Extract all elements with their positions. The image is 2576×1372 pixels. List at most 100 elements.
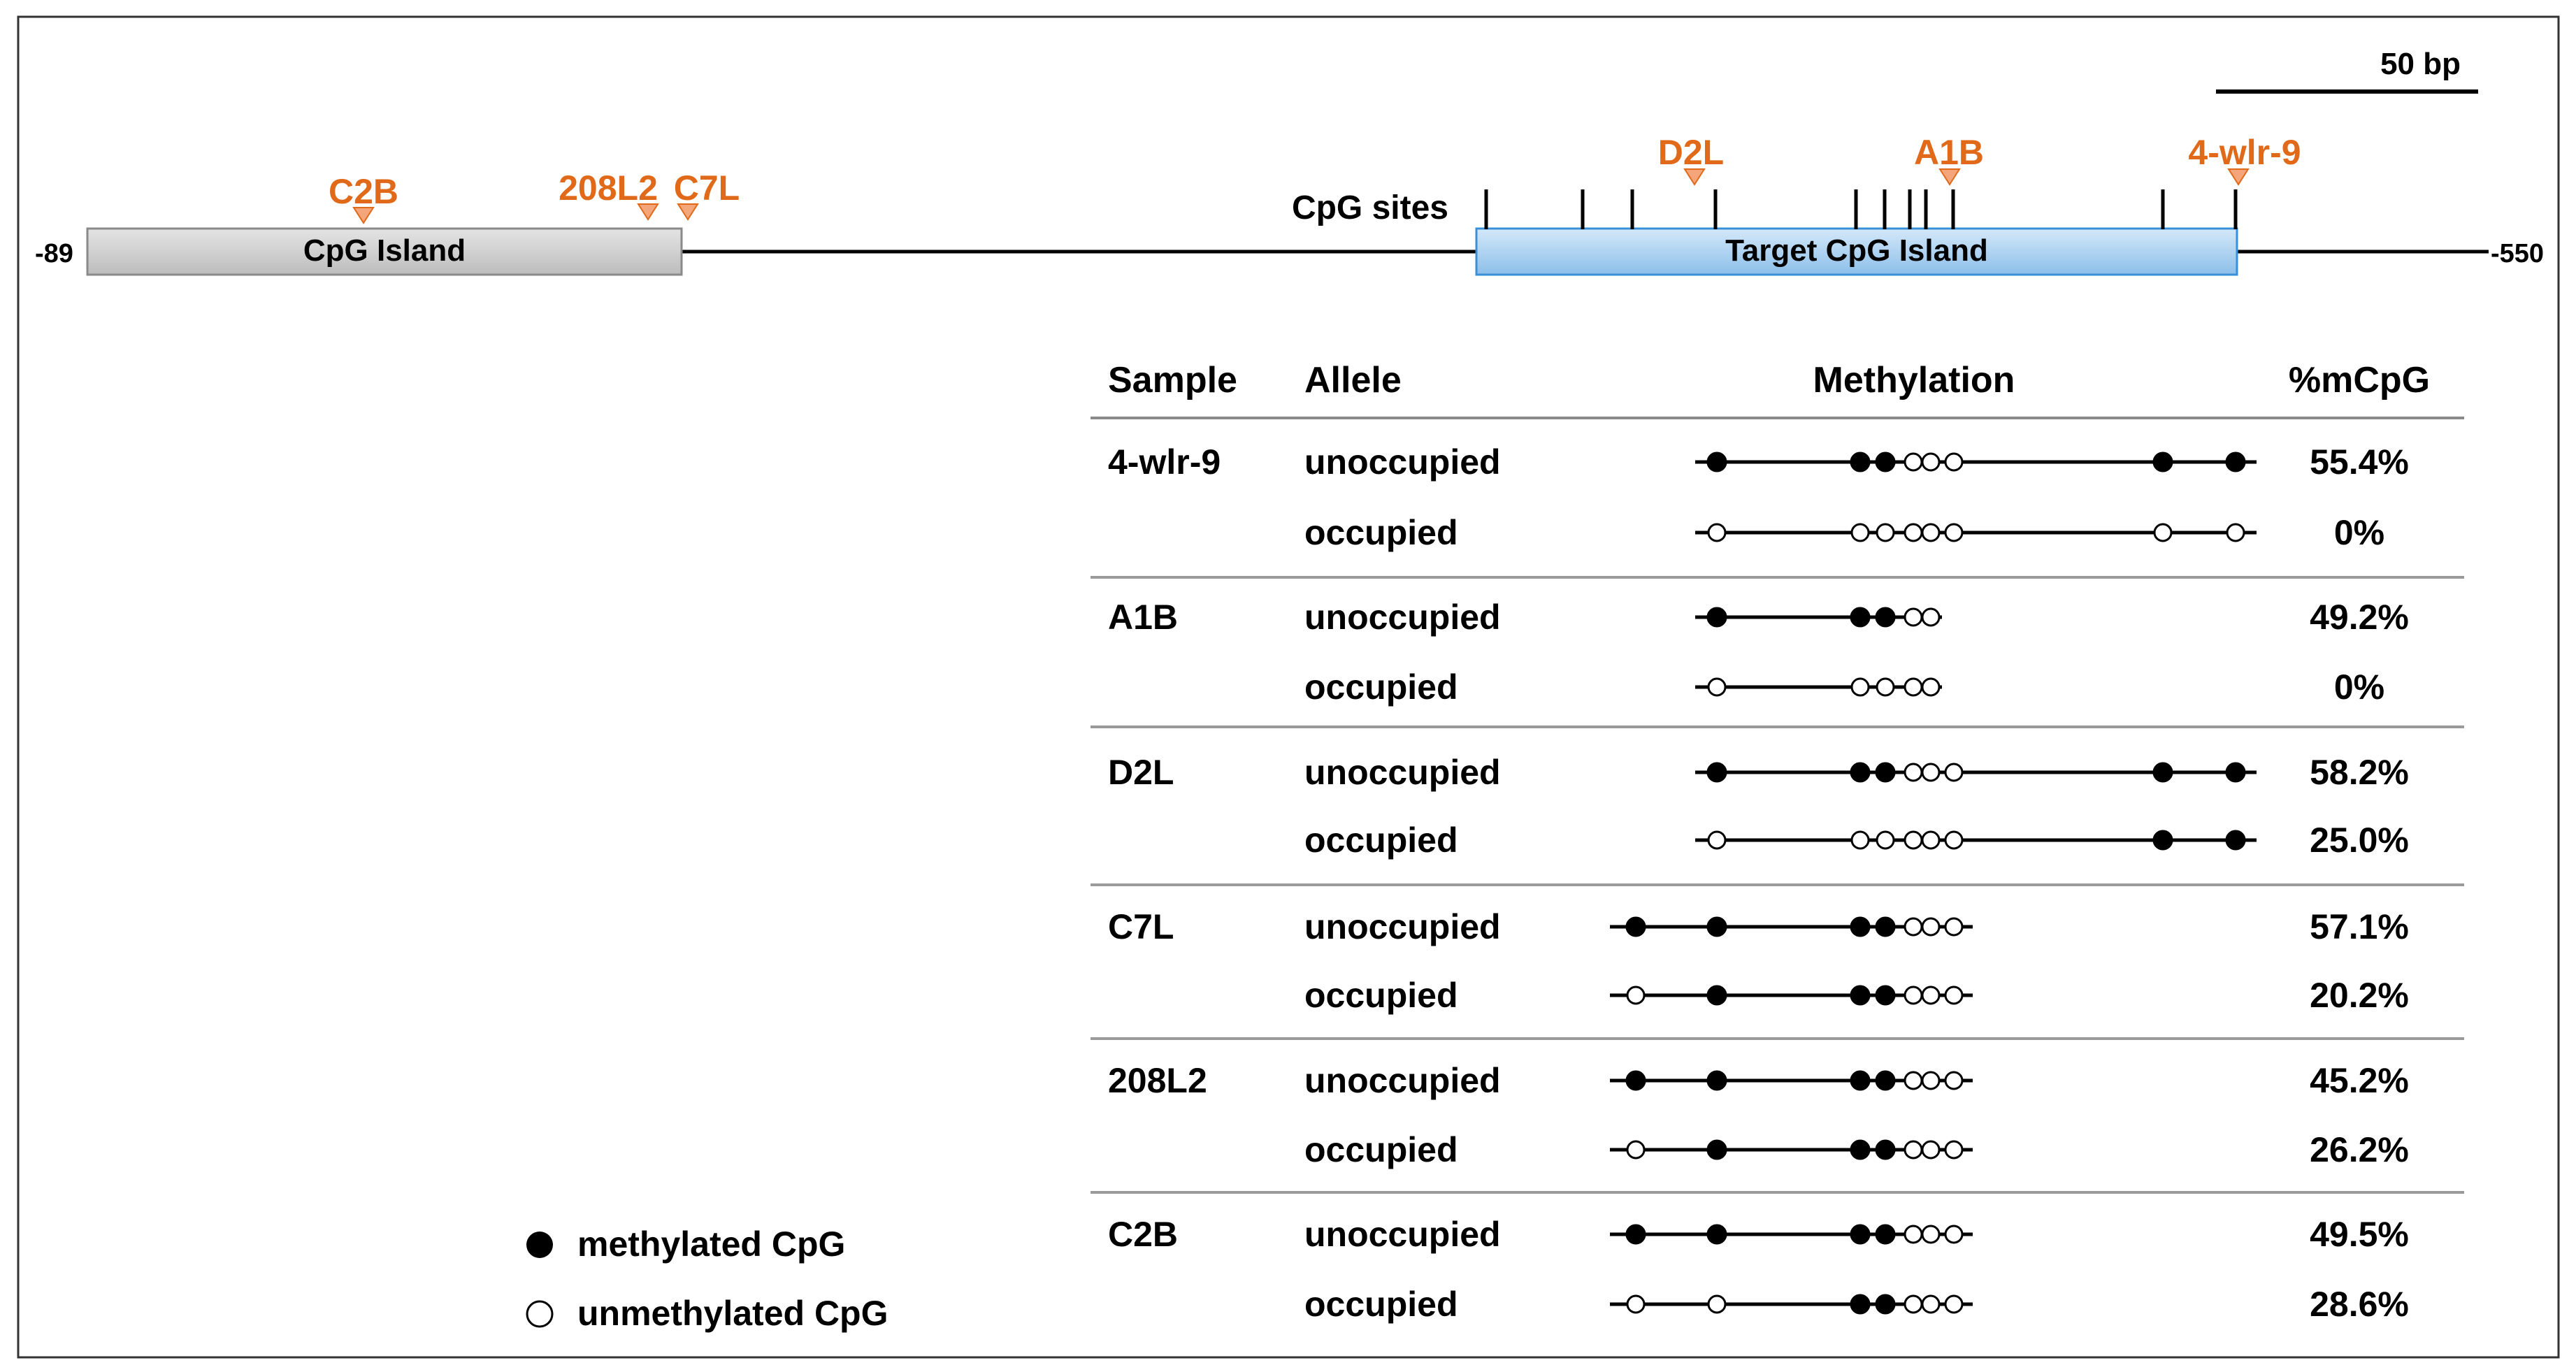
unmethylated-cpg-dot (1876, 677, 1895, 697)
sample-group: 4-wlr-9 unoccupied 55.4% occupied 0% (1108, 442, 2409, 552)
marker-c7l: C7L (674, 168, 740, 221)
allele-label: occupied (1304, 667, 1458, 707)
allele-label: unoccupied (1304, 753, 1501, 792)
mcpg-percent: 58.2% (2310, 753, 2409, 792)
unmethylated-cpg-dot (1707, 677, 1727, 697)
unmethylated-cpg-dot (1904, 763, 1923, 782)
unmethylated-cpg-dot (1944, 917, 1964, 937)
figure-border (17, 15, 2560, 1359)
table-header: Sample Allele Methylation %mCpG (1108, 360, 2430, 400)
mcpg-percent: 26.2% (2310, 1130, 2409, 1169)
methylated-cpg-dot (1875, 916, 1896, 937)
unmethylated-cpg-dot (2226, 523, 2245, 542)
unmethylated-cpg-dot (1944, 1294, 1964, 1314)
mcpg-percent: 45.2% (2310, 1061, 2409, 1100)
methylated-cpg-dot (1706, 452, 1727, 472)
allele-label: occupied (1304, 513, 1458, 552)
methylated-cpg-dot (1875, 607, 1896, 628)
methylated-cpg-dot (1875, 1294, 1896, 1315)
marker-triangle-icon (677, 203, 699, 221)
methylated-cpg-dot (1706, 1139, 1727, 1160)
mcpg-percent: 0% (2334, 667, 2384, 707)
unmethylated-cpg-dot (1921, 830, 1941, 850)
allele-label: unoccupied (1304, 442, 1501, 482)
allele-row: occupied 0% (1304, 513, 2384, 552)
unmethylated-cpg-dot (1921, 985, 1941, 1005)
allele-label: occupied (1304, 821, 1458, 860)
methylated-cpg-dot (1625, 1070, 1646, 1091)
sample-group: D2L unoccupied 58.2% occupied 25.0% (1108, 753, 2409, 860)
methylated-cpg-dot (1850, 1294, 1871, 1315)
methylated-cpg-dot (1706, 607, 1727, 628)
methylated-cpg-dot (1850, 762, 1871, 783)
sample-label: A1B (1108, 598, 1178, 637)
unmethylated-cpg-dot (1904, 677, 1923, 697)
unmethylated-cpg-dot (1921, 1294, 1941, 1314)
unmethylated-cpg-dot (1850, 523, 1870, 542)
allele-row: unoccupied 55.4% (1304, 442, 2409, 482)
mcpg-percent: 25.0% (2310, 821, 2409, 860)
marker-label: C7L (674, 168, 740, 208)
methylated-cpg-dot (1875, 452, 1896, 472)
sample-label: 208L2 (1108, 1061, 1207, 1100)
methylated-cpg-dot (2225, 830, 2246, 851)
methylated-cpg-dot (1850, 916, 1871, 937)
unmethylated-cpg-dot (1944, 1140, 1964, 1160)
allele-label: occupied (1304, 976, 1458, 1015)
methylated-cpg-dot (1706, 1224, 1727, 1245)
unmethylated-cpg-dot (1944, 985, 1964, 1005)
allele-row: occupied 25.0% (1304, 821, 2409, 860)
unmethylated-cpg-dot (1904, 523, 1923, 542)
marker-label: 4-wlr-9 (2188, 133, 2301, 172)
header-sample: Sample (1108, 360, 1237, 400)
sample-label: 4-wlr-9 (1108, 442, 1221, 482)
mcpg-percent: 0% (2334, 513, 2384, 552)
methylated-cpg-dot (1875, 985, 1896, 1006)
sample-label: D2L (1108, 753, 1174, 792)
mcpg-percent: 57.1% (2310, 907, 2409, 946)
methylated-cpg-dot (1850, 607, 1871, 628)
marker-4-wlr-9: 4-wlr-9 (2188, 133, 2301, 186)
unmethylated-cpg-dot (1921, 1225, 1941, 1244)
marker-208l2: 208L2 (559, 168, 659, 221)
header-methylation: Methylation (1813, 360, 2015, 400)
unmethylated-cpg-dot (1921, 917, 1941, 937)
methylated-cpg-dot (1875, 1224, 1896, 1245)
unmethylated-cpg-dot (1707, 523, 1727, 542)
legend-unmethylated-label: unmethylated CpG (577, 1294, 888, 1333)
allele-label: occupied (1304, 1130, 1458, 1169)
unmethylated-cpg-dot (1904, 830, 1923, 850)
unmethylated-cpg-dot (1944, 1071, 1964, 1090)
mcpg-percent: 49.5% (2310, 1215, 2409, 1254)
allele-row: occupied 28.6% (1304, 1285, 2409, 1324)
unmethylated-cpg-dot (1626, 1140, 1646, 1160)
marker-label: C2B (329, 172, 398, 211)
marker-triangle-icon (352, 207, 375, 224)
methylated-cpg-dot (1625, 1224, 1646, 1245)
allele-label: unoccupied (1304, 598, 1501, 637)
methylated-cpg-dot (1850, 1224, 1871, 1245)
cpg-island-box (86, 227, 683, 276)
sample-label: C2B (1108, 1215, 1178, 1254)
marker-c2b: C2B (329, 172, 398, 224)
allele-row: unoccupied 58.2% (1304, 753, 2409, 792)
unmethylated-cpg-dot (1707, 830, 1727, 850)
unmethylated-cpg-dot (1876, 830, 1895, 850)
unmethylated-cpg-dot (1626, 1294, 1646, 1314)
methylated-cpg-dot (1706, 985, 1727, 1006)
sample-group: C7L unoccupied 57.1% occupied 20.2% (1108, 907, 2409, 1015)
marker-triangle-icon (637, 203, 659, 221)
unmethylated-cpg-dot (2153, 523, 2173, 542)
methylated-dot-icon (526, 1232, 553, 1258)
unmethylated-cpg-dot (1944, 1225, 1964, 1244)
allele-row: occupied 26.2% (1304, 1130, 2409, 1169)
methylated-cpg-dot (1850, 1070, 1871, 1091)
sample-label: C7L (1108, 907, 1174, 946)
methylated-cpg-dot (2225, 762, 2246, 783)
methylated-cpg-dot (2152, 452, 2173, 472)
methylated-cpg-dot (1850, 452, 1871, 472)
allele-row: occupied 20.2% (1304, 976, 2409, 1015)
mcpg-percent: 28.6% (2310, 1285, 2409, 1324)
marker-label: D2L (1658, 133, 1724, 172)
